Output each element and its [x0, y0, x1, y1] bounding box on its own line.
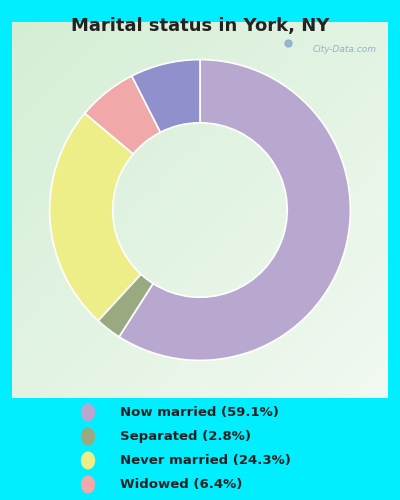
- Text: Widowed (6.4%): Widowed (6.4%): [120, 478, 242, 491]
- Text: Never married (24.3%): Never married (24.3%): [120, 454, 291, 467]
- Wedge shape: [50, 114, 141, 320]
- Wedge shape: [85, 76, 160, 154]
- Text: Separated (2.8%): Separated (2.8%): [120, 430, 251, 443]
- Text: Now married (59.1%): Now married (59.1%): [120, 406, 279, 419]
- Wedge shape: [119, 60, 350, 360]
- Text: City-Data.com: City-Data.com: [313, 44, 377, 54]
- Text: Marital status in York, NY: Marital status in York, NY: [71, 18, 329, 36]
- Wedge shape: [98, 274, 153, 337]
- Wedge shape: [132, 60, 200, 132]
